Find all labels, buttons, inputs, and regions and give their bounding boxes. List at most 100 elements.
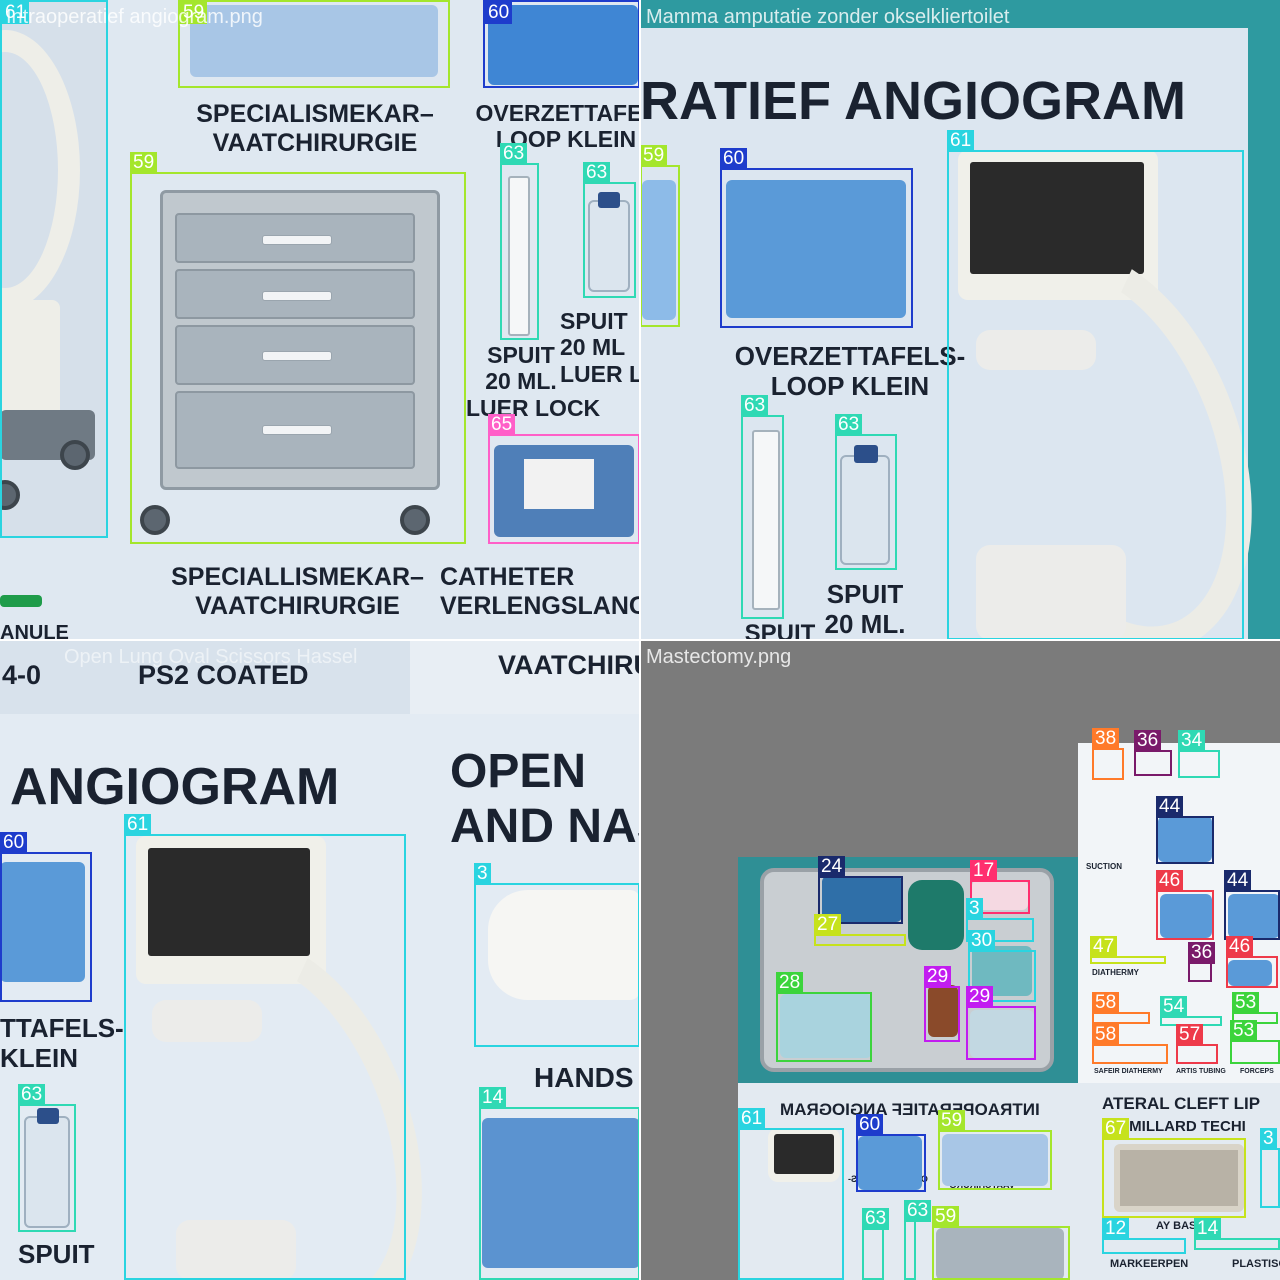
bbox-tag: 58 bbox=[1092, 992, 1120, 1014]
label-specialismekar: SPECIALISMEKAR– VAATCHIRURGIE bbox=[196, 100, 434, 157]
label-ps2: PS2 COATED bbox=[138, 660, 309, 690]
bbox-61: 61 bbox=[738, 1108, 844, 1280]
bbox-tag: 44 bbox=[1156, 796, 1184, 818]
drawer-handle bbox=[262, 235, 332, 245]
tile-filename: Mamma amputatie zonder okselkliertoilet bbox=[646, 6, 1010, 28]
cart-drawer bbox=[175, 391, 415, 469]
label-cleft: ATERAL CLEFT LIP bbox=[1102, 1094, 1261, 1113]
bbox-tag: 61 bbox=[2, 2, 30, 24]
bbox-tag: 29 bbox=[966, 986, 994, 1008]
bbox-14: 14 bbox=[479, 1087, 640, 1280]
bbox-58: 58 bbox=[1092, 992, 1150, 1024]
label-catheter: CATHETER VERLENGSLANG bbox=[440, 563, 640, 620]
purple-pack bbox=[970, 1010, 1034, 1058]
bbox-63: 63 bbox=[835, 414, 897, 570]
label-markeerpen: MARKEERPEN bbox=[1110, 1258, 1189, 1270]
label-spuit: SPUIT bbox=[744, 620, 816, 640]
drawer-handle bbox=[262, 425, 332, 435]
header-band bbox=[410, 640, 640, 714]
bbox-61: 61 bbox=[0, 0, 108, 538]
bbox-28: 28 bbox=[776, 972, 872, 1062]
bbox-tag: 46 bbox=[1156, 870, 1184, 892]
bottle-cap bbox=[37, 1108, 59, 1124]
bbox-tag: 63 bbox=[862, 1208, 890, 1230]
bbox-tag: 36 bbox=[1188, 942, 1216, 964]
bbox-38: 38 bbox=[1092, 728, 1124, 780]
label-canule: ANULE bbox=[0, 622, 69, 640]
poster-heading: RATIEF ANGIOGRAM bbox=[640, 71, 1186, 131]
label-suction: SUCTION bbox=[1086, 862, 1122, 871]
bbox-47: 47 bbox=[1090, 936, 1166, 964]
monitor-screen bbox=[970, 162, 1144, 274]
c-arm-pedestal bbox=[152, 1000, 262, 1042]
bbox-tag: 67 bbox=[1102, 1118, 1130, 1140]
bbox-tag: 3 bbox=[474, 863, 491, 885]
cart-drawer bbox=[175, 213, 415, 263]
blue-pad bbox=[942, 1134, 1048, 1186]
c-arm-base bbox=[976, 545, 1126, 640]
bbox-59: 59 bbox=[932, 1206, 1070, 1280]
bbox-46: 46 bbox=[1156, 870, 1214, 940]
label-intra: INTRAOPERATIEF ANGIOGRAM bbox=[780, 1100, 1040, 1119]
bbox-57: 57 bbox=[1176, 1024, 1218, 1064]
label-forceps: FORCEPS bbox=[1240, 1068, 1274, 1075]
bbox-14: 14 bbox=[1194, 1218, 1280, 1250]
bbox-tag: 46 bbox=[1226, 936, 1254, 958]
bbox-tag: 24 bbox=[818, 856, 846, 878]
bbox-29: 29 bbox=[966, 986, 1036, 1060]
cart-wheel bbox=[140, 505, 170, 535]
bbox-tag: 59 bbox=[180, 2, 208, 24]
c-arm-monitor bbox=[136, 836, 326, 984]
bbox-tag: 61 bbox=[947, 130, 975, 152]
blue-pad bbox=[482, 1118, 640, 1268]
bbox-tag: 63 bbox=[18, 1084, 46, 1106]
bbox-tag: 65 bbox=[488, 414, 516, 436]
label-speciallismekar: SPECIALLISMEKAR– VAATCHIRURGIE bbox=[171, 563, 424, 620]
bbox-tag: 53 bbox=[1230, 1020, 1258, 1042]
cart-drawer bbox=[175, 325, 415, 385]
bbox-34: 34 bbox=[1178, 730, 1220, 778]
bbox-63: 63 bbox=[583, 162, 636, 298]
bottle-cap bbox=[598, 192, 620, 208]
bbox-tag: 28 bbox=[776, 972, 804, 994]
blue-pad bbox=[1160, 894, 1212, 938]
bbox-3: 3 bbox=[966, 898, 1034, 942]
tile-filename: Open Lung Oval Scissors Hassel bbox=[64, 646, 358, 668]
blue-pad bbox=[726, 180, 906, 318]
bbox-tag: 61 bbox=[738, 1108, 766, 1130]
label-millard: R–MILLARD TECHI bbox=[1110, 1118, 1246, 1135]
monitor-screen bbox=[774, 1134, 834, 1174]
image-tile-scissors: Open Lung Oval Scissors Hassel 4-0 PS2 C… bbox=[0, 640, 640, 1280]
bbox-tag: 36 bbox=[1134, 730, 1162, 752]
monitor-screen bbox=[148, 848, 310, 956]
cart-fragment bbox=[936, 1228, 1064, 1280]
bbox-63: 63 bbox=[904, 1200, 932, 1280]
bbox-tag: 53 bbox=[1232, 992, 1260, 1014]
label-plastisch: PLASTISCH bbox=[1232, 1258, 1280, 1270]
label-spuit: SPUIT 20 ML. bbox=[824, 579, 906, 639]
bbox-3: 3 bbox=[1260, 1128, 1280, 1208]
bbox-tag: 58 bbox=[1092, 1024, 1120, 1046]
blue-pad bbox=[190, 5, 438, 77]
bbox-tag: 60 bbox=[485, 2, 513, 24]
bbox-tag: 3 bbox=[966, 898, 983, 920]
label-vaatchir: VAATCHIRU bbox=[498, 650, 640, 680]
bbox-tag: 14 bbox=[1194, 1218, 1222, 1240]
bbox-60: 60 bbox=[720, 148, 913, 328]
towel bbox=[488, 890, 640, 1000]
bbox-29: 29 bbox=[924, 966, 960, 1042]
label-spuit: SPUIT 20 ML LUER L bbox=[560, 308, 640, 387]
bbox-63: 63 bbox=[18, 1084, 76, 1232]
bbox-17: 17 bbox=[970, 860, 1030, 914]
bbox-44: 44 bbox=[1156, 796, 1214, 864]
label-artis: ARTIS TUBING bbox=[1176, 1068, 1226, 1075]
bbox-tag: 63 bbox=[500, 143, 528, 165]
bbox-tag: 59 bbox=[938, 1110, 966, 1132]
blue-pad bbox=[1228, 894, 1280, 938]
catheter-pack bbox=[494, 445, 634, 537]
header-band bbox=[0, 640, 410, 714]
label-safeir: SAFEIR DIATHERMY bbox=[1094, 1068, 1163, 1075]
bbox-3: 3 bbox=[474, 863, 640, 1047]
bbox-tag: 60 bbox=[720, 148, 748, 170]
bbox-tag: 60 bbox=[856, 1114, 884, 1136]
